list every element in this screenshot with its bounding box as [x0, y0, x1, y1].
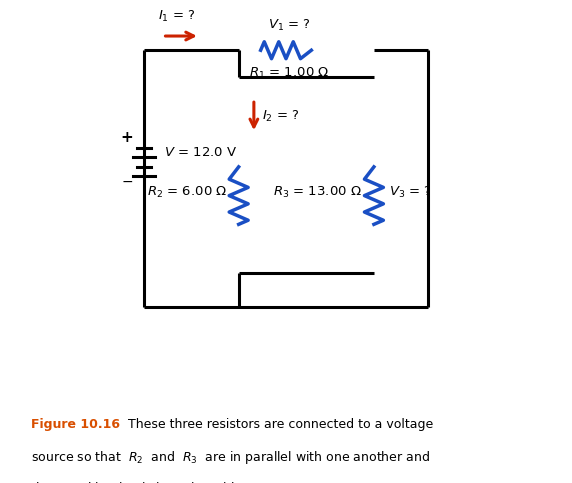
Text: $V_1$ = ?: $V_1$ = ? — [268, 17, 311, 33]
Text: Figure 10.16: Figure 10.16 — [31, 418, 121, 431]
Text: $V_3$ = ?: $V_3$ = ? — [389, 185, 432, 200]
Text: $R_1$ = 1.00 $\Omega$: $R_1$ = 1.00 $\Omega$ — [249, 65, 329, 81]
Text: These three resistors are connected to a voltage: These three resistors are connected to a… — [120, 418, 434, 431]
Text: $I_2$ = ?: $I_2$ = ? — [263, 109, 300, 124]
Text: source so that  $R_2$  and  $R_3$  are in parallel with one another and: source so that $R_2$ and $R_3$ are in pa… — [31, 449, 431, 466]
Text: $V$ = 12.0 V: $V$ = 12.0 V — [164, 146, 237, 159]
Text: +: + — [121, 130, 133, 145]
Text: that combination is in series with  $R_1$.: that combination is in series with $R_1$… — [31, 481, 267, 483]
Text: $R_3$ = 13.00 $\Omega$: $R_3$ = 13.00 $\Omega$ — [273, 185, 362, 200]
Text: $-$: $-$ — [121, 173, 133, 187]
Text: $I_1$ = ?: $I_1$ = ? — [157, 9, 195, 24]
Text: $R_2$ = 6.00 $\Omega$: $R_2$ = 6.00 $\Omega$ — [146, 185, 227, 200]
